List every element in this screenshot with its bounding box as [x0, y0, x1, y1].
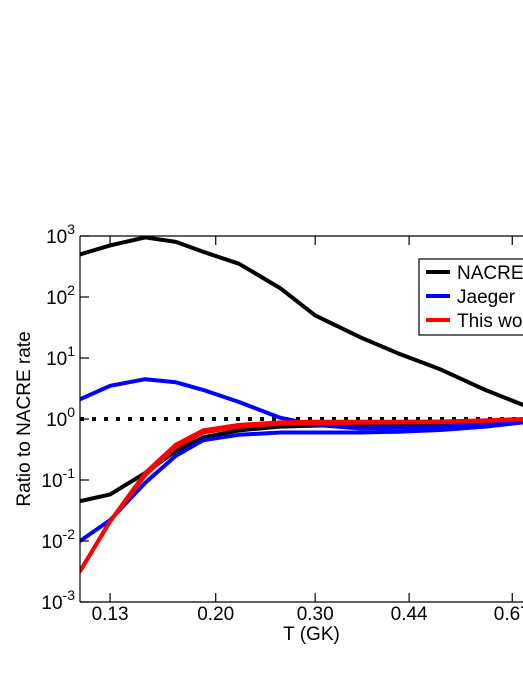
plot-content	[80, 236, 523, 574]
series-line-this-wo-upper	[80, 417, 523, 574]
legend: NACRE Jaeger This wo	[418, 258, 523, 336]
x-tick-label: 0.44	[391, 604, 428, 625]
y-tick-label: 103	[46, 221, 75, 248]
x-tick-label: 0.20	[197, 604, 234, 625]
series-line-jaeger-upper	[80, 377, 523, 431]
series-line-this-wo-lower	[80, 417, 523, 574]
x-axis-title: T (GK)	[283, 624, 340, 645]
series-line-nacre-upper	[80, 236, 523, 407]
y-tick-label: 10-1	[41, 465, 75, 492]
y-axis-title: Ratio to NACRE rate	[14, 331, 35, 506]
y-tick-label: 101	[46, 343, 75, 370]
y-tick-label: 10-2	[41, 526, 75, 553]
series-line-jaeger-lower	[80, 420, 523, 543]
y-tick-label: 100	[46, 404, 75, 431]
y-tick-label: 102	[46, 282, 75, 309]
x-tick-label: 0.30	[297, 604, 334, 625]
legend-label-this-wo: This wo	[457, 311, 522, 332]
x-tick-label: 0.13	[92, 604, 129, 625]
axes: 0.13 0.20 0.30 0.44 0.67 103 102 101 100 10-1 10-2…	[41, 221, 523, 625]
legend-label-jaeger: Jaeger	[457, 287, 516, 308]
x-tick-label: 0.67	[494, 604, 523, 625]
y-tick-label: 10-3	[41, 587, 75, 614]
legend-label-nacre: NACRE	[457, 263, 523, 284]
plot-area	[80, 236, 523, 574]
